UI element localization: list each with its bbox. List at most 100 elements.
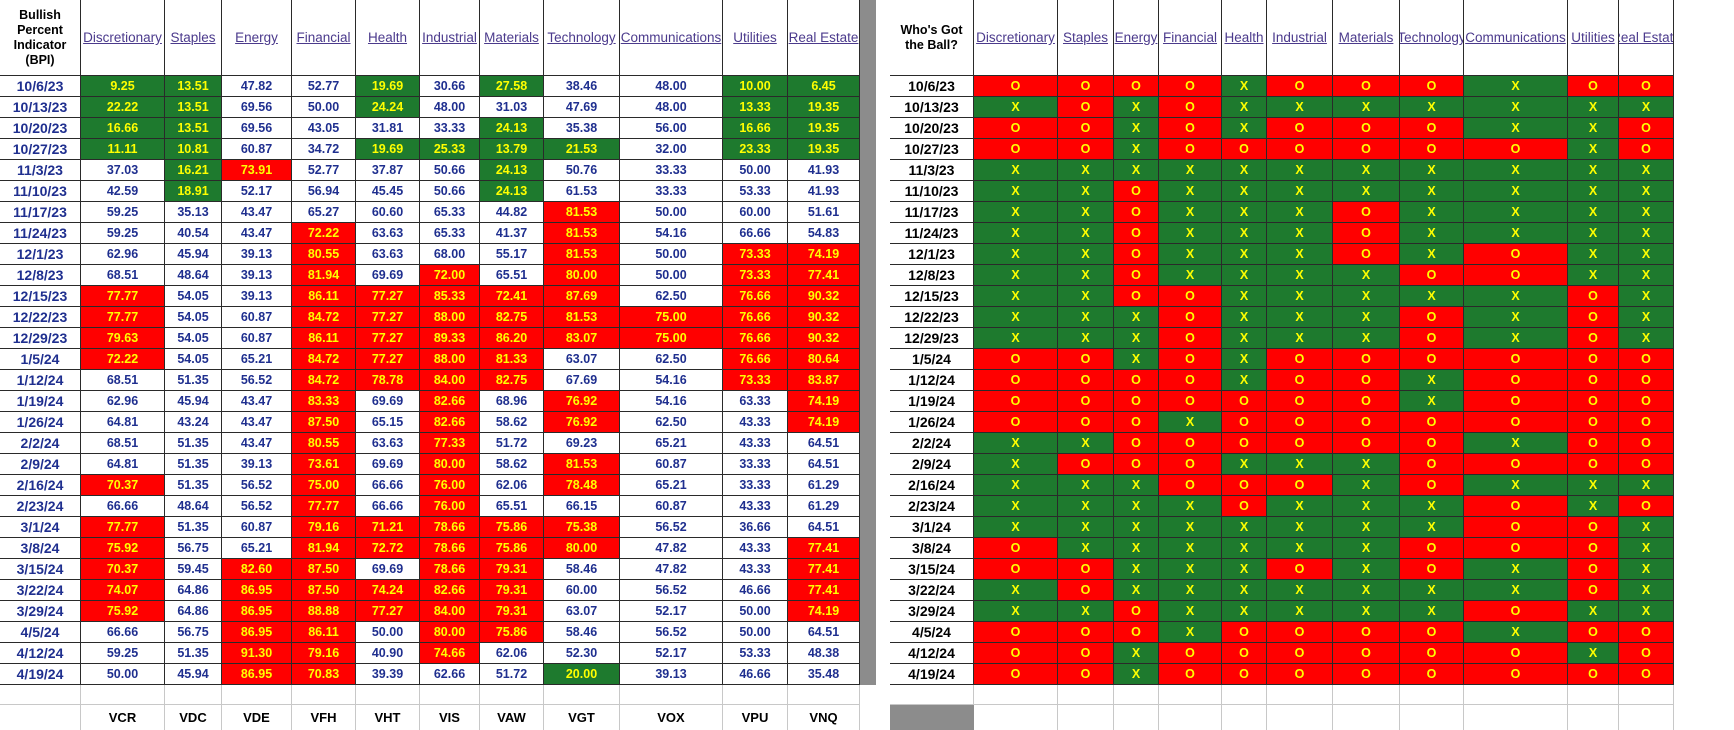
left_table-row-date[interactable]: 12/15/23 bbox=[0, 286, 81, 307]
left_table-cell[interactable]: 50.00 bbox=[620, 202, 723, 223]
left_table-cell[interactable]: 65.15 bbox=[356, 412, 420, 433]
right_table-cell[interactable]: O bbox=[1222, 664, 1267, 685]
right_table-cell[interactable]: X bbox=[1400, 580, 1464, 601]
left_table-cell[interactable]: 36.66 bbox=[723, 517, 788, 538]
left_table-cell[interactable]: 87.50 bbox=[292, 412, 356, 433]
left_table-cell[interactable]: 47.69 bbox=[544, 97, 620, 118]
right_table-cell[interactable]: O bbox=[1333, 370, 1400, 391]
left_table-cell[interactable]: 51.35 bbox=[165, 370, 222, 391]
right_table-cell[interactable]: O bbox=[1464, 412, 1568, 433]
left_table-cell[interactable]: 77.77 bbox=[292, 496, 356, 517]
left_table-cell[interactable]: 43.47 bbox=[222, 433, 292, 454]
empty-row-cell[interactable] bbox=[1619, 685, 1674, 705]
right_table-cell[interactable]: X bbox=[1400, 391, 1464, 412]
left_table-cell[interactable]: 19.69 bbox=[356, 139, 420, 160]
left_table-cell[interactable]: 75.86 bbox=[480, 538, 544, 559]
left_table-cell[interactable]: 77.41 bbox=[788, 580, 860, 601]
left_table-cell[interactable]: 30.66 bbox=[420, 76, 480, 97]
right_table-row-date[interactable]: 2/23/24 bbox=[890, 496, 974, 517]
right_table-row-date[interactable]: 3/22/24 bbox=[890, 580, 974, 601]
left_table-cell[interactable]: 79.31 bbox=[480, 559, 544, 580]
right_table-cell[interactable]: X bbox=[974, 580, 1058, 601]
right_table-row-date[interactable]: 3/8/24 bbox=[890, 538, 974, 559]
right_table-cell[interactable]: O bbox=[1619, 139, 1674, 160]
left_table-header-materials[interactable]: Materials bbox=[480, 0, 544, 76]
left_table-cell[interactable]: 66.66 bbox=[81, 622, 165, 643]
right_table-cell[interactable]: O bbox=[1400, 643, 1464, 664]
right_table-row-date[interactable]: 1/12/24 bbox=[890, 370, 974, 391]
right_table-cell[interactable]: O bbox=[1222, 391, 1267, 412]
left_table-cell[interactable]: 50.00 bbox=[292, 97, 356, 118]
left_table-cell[interactable]: 75.86 bbox=[480, 517, 544, 538]
right_table-cell[interactable]: O bbox=[974, 370, 1058, 391]
left_table-cell[interactable]: 54.05 bbox=[165, 328, 222, 349]
left_table-cell[interactable]: 60.60 bbox=[356, 202, 420, 223]
left_table-cell[interactable]: 72.00 bbox=[420, 265, 480, 286]
right_table-cell[interactable]: X bbox=[1400, 286, 1464, 307]
left_table-cell[interactable]: 56.75 bbox=[165, 622, 222, 643]
left_table-cell[interactable]: 33.33 bbox=[723, 454, 788, 475]
left_table-cell[interactable]: 75.86 bbox=[480, 622, 544, 643]
right_table-cell[interactable]: X bbox=[1222, 265, 1267, 286]
empty-row-cell[interactable] bbox=[1159, 685, 1222, 705]
empty-row-cell[interactable] bbox=[974, 685, 1058, 705]
right_table-cell[interactable]: X bbox=[1400, 97, 1464, 118]
right_table-cell[interactable]: X bbox=[1159, 601, 1222, 622]
right_table-cell[interactable]: O bbox=[1400, 328, 1464, 349]
left_table-cell[interactable]: 63.63 bbox=[356, 244, 420, 265]
right_table-cell[interactable]: X bbox=[974, 265, 1058, 286]
right_table-cell[interactable]: O bbox=[1400, 265, 1464, 286]
left_table-cell[interactable]: 66.66 bbox=[723, 223, 788, 244]
left_table-cell[interactable]: 83.33 bbox=[292, 391, 356, 412]
right_table-cell[interactable]: O bbox=[1464, 454, 1568, 475]
right_table-cell[interactable]: O bbox=[1400, 475, 1464, 496]
empty-row-cell[interactable] bbox=[1267, 685, 1333, 705]
left_table-cell[interactable]: 25.33 bbox=[420, 139, 480, 160]
right_table-cell[interactable]: X bbox=[1333, 160, 1400, 181]
right_table-cell[interactable]: X bbox=[1267, 202, 1333, 223]
left_table-cell[interactable]: 43.33 bbox=[723, 496, 788, 517]
right_table-cell[interactable]: O bbox=[1114, 76, 1159, 97]
right_table-cell[interactable]: X bbox=[1058, 433, 1114, 454]
left_table-cell[interactable]: 79.31 bbox=[480, 601, 544, 622]
left_table-cell[interactable]: 73.91 bbox=[222, 160, 292, 181]
empty-cell[interactable] bbox=[1568, 705, 1619, 730]
right_table-cell[interactable]: X bbox=[1619, 202, 1674, 223]
right_table-cell[interactable]: X bbox=[1058, 475, 1114, 496]
right_table-cell[interactable]: X bbox=[1400, 160, 1464, 181]
right_table-cell[interactable]: X bbox=[1159, 559, 1222, 580]
left_table-cell[interactable]: 87.50 bbox=[292, 580, 356, 601]
left_table-cell[interactable]: 90.32 bbox=[788, 307, 860, 328]
left_table-cell[interactable]: 72.72 bbox=[356, 538, 420, 559]
left_table-row-date[interactable]: 12/22/23 bbox=[0, 307, 81, 328]
left_table-cell[interactable]: 74.24 bbox=[356, 580, 420, 601]
left_table-row-date[interactable]: 11/3/23 bbox=[0, 160, 81, 181]
right_table-cell[interactable]: X bbox=[1159, 517, 1222, 538]
right_table-cell[interactable]: O bbox=[1568, 622, 1619, 643]
empty-cell[interactable] bbox=[1464, 705, 1568, 730]
left_table-cell[interactable]: 86.11 bbox=[292, 622, 356, 643]
left_table-cell[interactable]: 50.66 bbox=[420, 181, 480, 202]
right_table-cell[interactable]: O bbox=[1058, 580, 1114, 601]
left_table-cell[interactable]: 39.13 bbox=[222, 286, 292, 307]
left_table-cell[interactable]: 81.94 bbox=[292, 538, 356, 559]
right_table-cell[interactable]: O bbox=[1568, 538, 1619, 559]
right_table-cell[interactable]: O bbox=[1619, 496, 1674, 517]
left_table-cell[interactable]: 45.94 bbox=[165, 244, 222, 265]
left_table-cell[interactable]: 35.13 bbox=[165, 202, 222, 223]
empty-row-cell[interactable] bbox=[81, 685, 165, 705]
right_table-cell[interactable]: X bbox=[1333, 328, 1400, 349]
left_table-cell[interactable]: 77.77 bbox=[81, 286, 165, 307]
left_table-cell[interactable]: 48.64 bbox=[165, 496, 222, 517]
right_table-cell[interactable]: X bbox=[1267, 538, 1333, 559]
left_table-cell[interactable]: 44.82 bbox=[480, 202, 544, 223]
left_table-cell[interactable]: 86.95 bbox=[222, 601, 292, 622]
right_table-cell[interactable]: O bbox=[1159, 286, 1222, 307]
empty-row-cell[interactable] bbox=[1222, 685, 1267, 705]
left_table-cell[interactable]: 58.46 bbox=[544, 559, 620, 580]
right_table-cell[interactable]: X bbox=[974, 223, 1058, 244]
left_table-cell[interactable]: 24.13 bbox=[480, 160, 544, 181]
right_table-cell[interactable]: O bbox=[1568, 454, 1619, 475]
right_table-cell[interactable]: O bbox=[1267, 370, 1333, 391]
right_table-cell[interactable]: X bbox=[1619, 559, 1674, 580]
